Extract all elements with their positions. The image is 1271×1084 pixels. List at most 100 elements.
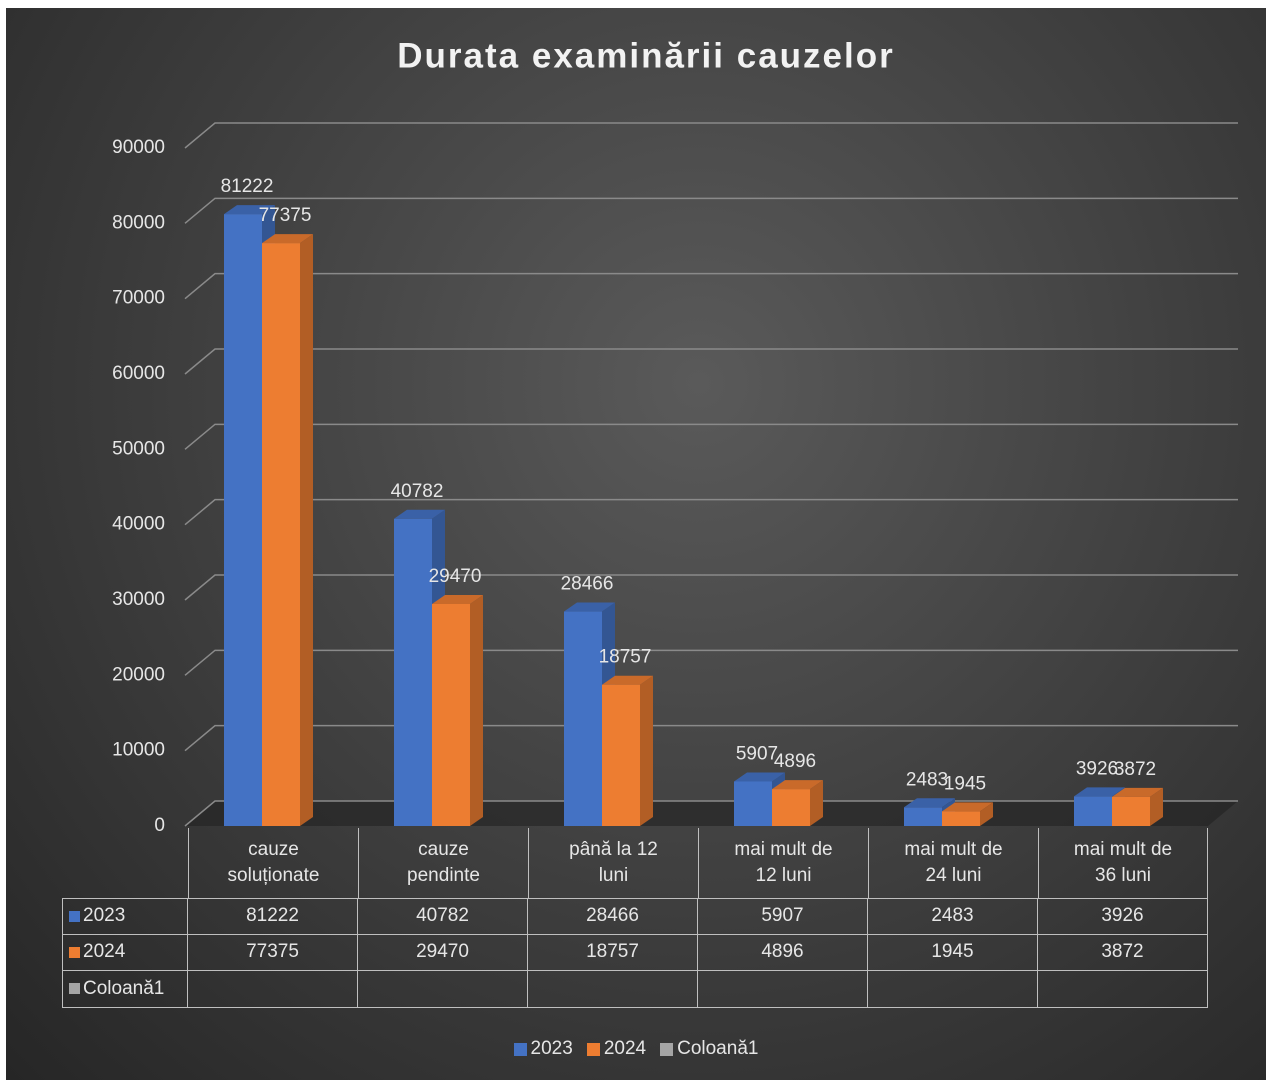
- bar-top: [1112, 787, 1163, 797]
- y-tick-label: 60000: [112, 363, 165, 384]
- data-label: 40782: [391, 481, 444, 502]
- grid-line: [184, 649, 1238, 676]
- bar-side: [980, 802, 993, 826]
- table-cell: 29470: [358, 934, 528, 971]
- data-label: 29470: [429, 566, 482, 587]
- bar-top: [224, 205, 275, 215]
- y-tick-label: 90000: [112, 137, 165, 158]
- bar-side: [810, 780, 823, 826]
- bar-side: [1150, 787, 1163, 826]
- legend-label: Coloană1: [677, 1038, 759, 1059]
- bar-front: [602, 684, 640, 826]
- grid-line: [184, 724, 1238, 752]
- y-tick-label: 50000: [112, 438, 165, 459]
- bar-front: [734, 781, 772, 826]
- grid-line: [184, 423, 1238, 450]
- bar-front: [262, 243, 300, 826]
- data-label: 81222: [221, 176, 274, 197]
- table-cell: 2483: [868, 898, 1038, 935]
- category-label: cauze soluționate: [188, 828, 358, 898]
- table-cell: [1038, 971, 1208, 1008]
- bar-front: [942, 811, 980, 826]
- bar-front: [394, 518, 432, 826]
- bar-top: [1074, 787, 1125, 797]
- grid-line: [184, 348, 1238, 375]
- legend-item: 2024: [586, 1038, 647, 1060]
- bar-top: [602, 675, 653, 685]
- category-label: mai mult de 12 luni: [698, 828, 868, 898]
- plot: Durata examinării cauzelor 0 10000 20000 30…: [112, 36, 1238, 836]
- grid-line: [184, 800, 1238, 827]
- y-tick-label: 40000: [112, 514, 165, 535]
- legend-key: [660, 1042, 674, 1056]
- bar-side: [300, 234, 313, 826]
- data-label: 2483: [906, 769, 948, 790]
- table-row-header: Coloană1: [62, 971, 188, 1008]
- series-name: Coloană1: [83, 977, 165, 999]
- chart: Durata examinării cauzelor 0 10000 20000 30…: [6, 8, 1266, 1080]
- legend-item: Coloană1: [660, 1038, 758, 1060]
- data-label: 77375: [259, 205, 312, 226]
- bar-front: [564, 611, 602, 826]
- table-cell: 40782: [358, 898, 528, 935]
- grid-line: [184, 272, 1238, 300]
- chart-title: Durata examinării cauzelor: [397, 36, 894, 75]
- legend: 2023 2024 Coloană1: [6, 1038, 1266, 1060]
- bar-front: [904, 807, 942, 826]
- data-label: 3926: [1076, 758, 1118, 779]
- grid-line: [184, 122, 1238, 149]
- y-tick-label: 10000: [112, 740, 165, 761]
- bar-front: [1112, 796, 1150, 826]
- table-cell: 18757: [528, 934, 698, 971]
- legend-label: 2024: [603, 1038, 647, 1059]
- legend-key: [69, 946, 80, 958]
- legend-key: [513, 1042, 527, 1056]
- bar-side: [470, 594, 483, 826]
- bar-front: [224, 214, 262, 827]
- bar: [1112, 787, 1163, 826]
- category-label: până la 12 luni: [528, 828, 698, 898]
- bar: [432, 594, 483, 826]
- grid-line: [184, 574, 1238, 601]
- legend-label: 2023: [530, 1038, 573, 1059]
- table-cell: 5907: [698, 898, 868, 935]
- y-tick-label: 80000: [112, 212, 165, 233]
- bar-top: [772, 780, 823, 790]
- table-cell: [358, 971, 528, 1008]
- series-name: 2023: [83, 905, 126, 927]
- data-label: 4896: [774, 751, 816, 772]
- bar-side: [640, 675, 653, 826]
- y-tick-label: 0: [154, 815, 165, 836]
- grid-line: [184, 498, 1238, 526]
- category-label: cauze pendinte: [358, 828, 528, 898]
- bar-top: [904, 798, 955, 808]
- data-label: 5907: [736, 744, 778, 765]
- bar: [772, 780, 823, 826]
- data-label: 18757: [599, 647, 652, 668]
- bar-front: [1074, 796, 1112, 826]
- data-label: 1945: [944, 773, 986, 794]
- table-cell: [698, 971, 868, 1008]
- category-label: mai mult de 36 luni: [1038, 828, 1208, 898]
- table-cell: 4896: [698, 934, 868, 971]
- bar-front: [432, 603, 470, 826]
- y-tick-label: 20000: [112, 664, 165, 685]
- y-tick-label: 70000: [112, 288, 165, 309]
- y-tick-label: 30000: [112, 589, 165, 610]
- table-row-header: 2024: [62, 934, 188, 971]
- table-cell: 3926: [1038, 898, 1208, 935]
- table-row-header: 2023: [62, 898, 188, 935]
- bar-top: [432, 594, 483, 604]
- bar-top: [564, 602, 615, 612]
- bar-front: [772, 789, 810, 826]
- legend-key: [69, 910, 80, 922]
- legend-key: [586, 1042, 600, 1056]
- bar-top: [942, 802, 993, 812]
- table-cell: 81222: [188, 898, 358, 935]
- bar: [942, 802, 993, 826]
- table-cell: 77375: [188, 934, 358, 971]
- bar-top: [394, 509, 445, 519]
- bar-top: [262, 234, 313, 244]
- grid-line: [184, 197, 1238, 224]
- table-cell: 28466: [528, 898, 698, 935]
